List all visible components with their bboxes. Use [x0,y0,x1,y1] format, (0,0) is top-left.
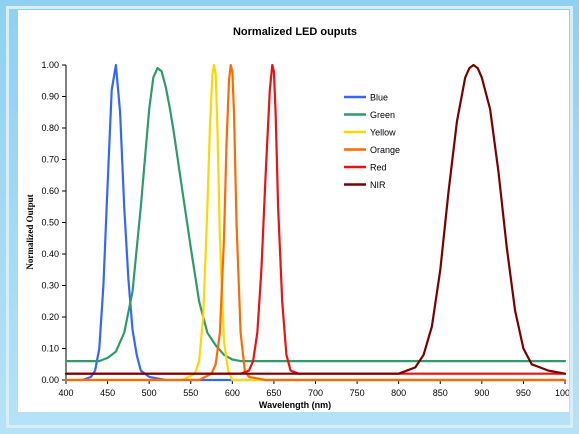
y-tick-label: 0.20 [41,312,59,322]
legend-label: NIR [370,180,386,190]
series-line-orange [64,63,567,382]
x-tick-label: 400 [58,388,73,398]
legend-label: Yellow [370,128,396,138]
y-tick-label: 0.70 [41,155,59,165]
series-layer [64,63,567,382]
axes: 0.00 0.10 0.20 0.30 0.40 0.50 0.60 0.70 0.80 0.90… [41,60,575,398]
x-tick-label: 500 [142,388,157,398]
x-tick-label: 750 [350,388,365,398]
x-tick-label: 450 [100,388,115,398]
x-tick-label: 800 [391,388,406,398]
series-line-yellow [64,63,567,382]
y-tick-label: 0.40 [41,249,59,259]
y-tick-label: 0.30 [41,281,59,291]
x-tick-label: 650 [266,388,281,398]
series-line-green [64,66,567,363]
x-tick-label: 1000 [555,388,569,398]
x-tick-label: 900 [474,388,489,398]
x-axis-label: Wavelength (nm) [259,400,331,410]
legend-label: Red [370,163,387,173]
y-tick-label: 0.50 [41,218,59,228]
chart-area: Normalized LED ouputs Wavelength (nm) No… [18,10,575,412]
y-tick-label: 0.00 [41,375,59,385]
series-line-nir [64,63,567,375]
y-tick-label: 1.00 [41,60,59,70]
y-tick-label: 0.80 [41,123,59,133]
line-chart: Normalized LED ouputs Wavelength (nm) No… [25,26,575,410]
chart-frame [6,6,573,428]
y-tick-label: 0.90 [41,92,59,102]
legend-label: Blue [370,93,388,103]
chart-title: Normalized LED ouputs [233,26,357,38]
x-tick-label: 550 [183,388,198,398]
legend-label: Orange [370,145,400,155]
y-tick-label: 0.60 [41,186,59,196]
y-axis-label: Normalized Output [25,194,35,269]
y-tick-label: 0.10 [41,344,59,354]
x-tick-label: 850 [433,388,448,398]
legend: Blue Green Yellow Orange Red NIR [344,93,400,190]
legend-label: Green [370,110,395,120]
x-tick-label: 600 [225,388,240,398]
x-tick-label: 950 [516,388,531,398]
x-tick-label: 700 [308,388,323,398]
